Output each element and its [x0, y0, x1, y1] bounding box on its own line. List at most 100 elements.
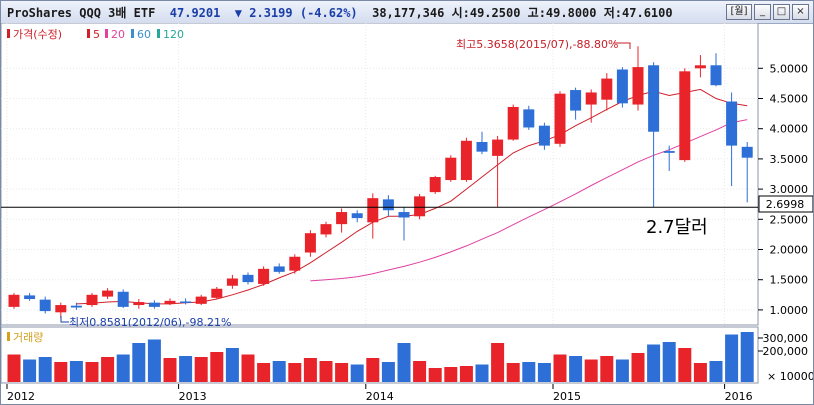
candle: [148, 300, 160, 309]
volume-value: 38,177,346: [372, 6, 445, 20]
candle: [320, 221, 332, 238]
candle: [211, 286, 223, 300]
volume-bar: [678, 348, 692, 382]
volume-bar: [23, 359, 37, 382]
volume-bar: [740, 332, 754, 382]
price-tick-label: 1.0000: [770, 304, 809, 317]
candle: [336, 208, 348, 233]
volume-bar: [600, 356, 614, 382]
volume-bar: [241, 354, 255, 382]
volume-bar: [413, 361, 427, 382]
candle-body: [648, 65, 660, 132]
candle: [460, 137, 472, 182]
candle: [585, 89, 597, 123]
reference-value: 2.6998: [766, 198, 805, 211]
low-price: 저:47.6100: [603, 6, 673, 20]
time-tick-label: 2016: [725, 390, 753, 403]
candle-body: [102, 290, 114, 297]
candle-body: [211, 288, 223, 298]
period-button[interactable]: [월]: [726, 4, 752, 20]
candle: [554, 91, 566, 147]
candle: [8, 292, 20, 309]
legend-ma20: 20: [111, 28, 125, 41]
volume-bar: [257, 363, 271, 382]
change-percent: (-4.62%): [299, 6, 358, 20]
candle: [180, 298, 192, 305]
volume-bar: [132, 343, 146, 382]
volume-bar: [288, 363, 302, 382]
volume-bar: [397, 343, 411, 382]
price-grid: [1, 67, 758, 311]
candlestick-chart: 5.0000 4.5000 4.0000 3.5000 3.0000 2.5000 2.00…: [1, 23, 813, 404]
candle: [382, 195, 394, 217]
volume-bar: [709, 361, 723, 382]
legend-ma5-swatch: [87, 29, 90, 38]
candle: [538, 122, 550, 150]
candle-body: [538, 125, 550, 146]
close-button[interactable]: ×: [792, 4, 809, 20]
candle: [39, 296, 51, 314]
candle-body: [289, 256, 301, 271]
candle-body: [39, 299, 51, 312]
volume-tick-label: 200,000: [763, 345, 809, 358]
price-tick-label: 3.5000: [770, 153, 809, 166]
candle-body: [523, 109, 535, 128]
candle: [570, 87, 582, 120]
legend-price: 가격(수정): [13, 28, 62, 41]
candle: [164, 298, 176, 306]
candle: [273, 263, 285, 274]
candle: [726, 92, 738, 187]
current-price: 47.9201: [169, 6, 221, 20]
change-value: 2.3199: [249, 6, 293, 20]
candle: [476, 131, 488, 155]
candle-body: [398, 212, 410, 218]
minimize-button[interactable]: _: [754, 4, 771, 20]
candle-body: [55, 305, 67, 313]
volume-bar: [537, 363, 551, 382]
candle: [289, 254, 301, 274]
candle-body: [367, 198, 379, 223]
candle: [741, 141, 753, 203]
candle-body: [445, 157, 457, 181]
candle: [679, 68, 691, 162]
candle-body: [460, 140, 472, 181]
candle-body: [507, 106, 519, 140]
candle-body: [554, 93, 566, 144]
candle-body: [694, 65, 706, 69]
candle: [429, 175, 441, 194]
candle: [507, 104, 519, 141]
candle-body: [226, 278, 238, 286]
candle: [694, 55, 706, 78]
volume-tick-label: 300,000: [763, 332, 809, 345]
price-tick-label: 1.5000: [770, 274, 809, 287]
candle: [195, 294, 207, 306]
candle: [663, 145, 675, 171]
volume-bar: [647, 344, 661, 382]
candle: [601, 73, 613, 111]
candle-body: [70, 305, 82, 308]
candle-body: [273, 266, 285, 272]
candle: [117, 289, 129, 309]
candle: [523, 105, 535, 130]
high-annotation: 최고5.3658(2015/07),-88.80%: [456, 38, 618, 51]
candle-body: [164, 300, 176, 304]
maximize-button[interactable]: □: [773, 4, 790, 20]
candle-body: [476, 141, 488, 152]
volume-bar: [163, 358, 177, 382]
reference-note: 2.7달러: [646, 217, 708, 238]
candle-body: [117, 291, 129, 307]
volume-bar: [693, 363, 707, 382]
candle-body: [336, 212, 348, 225]
candle-body: [320, 224, 332, 235]
candle-body: [304, 233, 316, 253]
volume-bar: [475, 364, 489, 382]
candle-body: [585, 92, 597, 105]
legend-ma60: 60: [137, 28, 151, 41]
volume-bar: [366, 358, 380, 382]
quote-row: ProShares QQQ 3배 ETF 47.9201 ▼ 2.3199 (-…: [7, 4, 673, 21]
volume-bar: [569, 356, 583, 382]
volume-bar: [194, 357, 208, 382]
volume-bar: [210, 352, 224, 382]
candle-body: [616, 69, 628, 104]
